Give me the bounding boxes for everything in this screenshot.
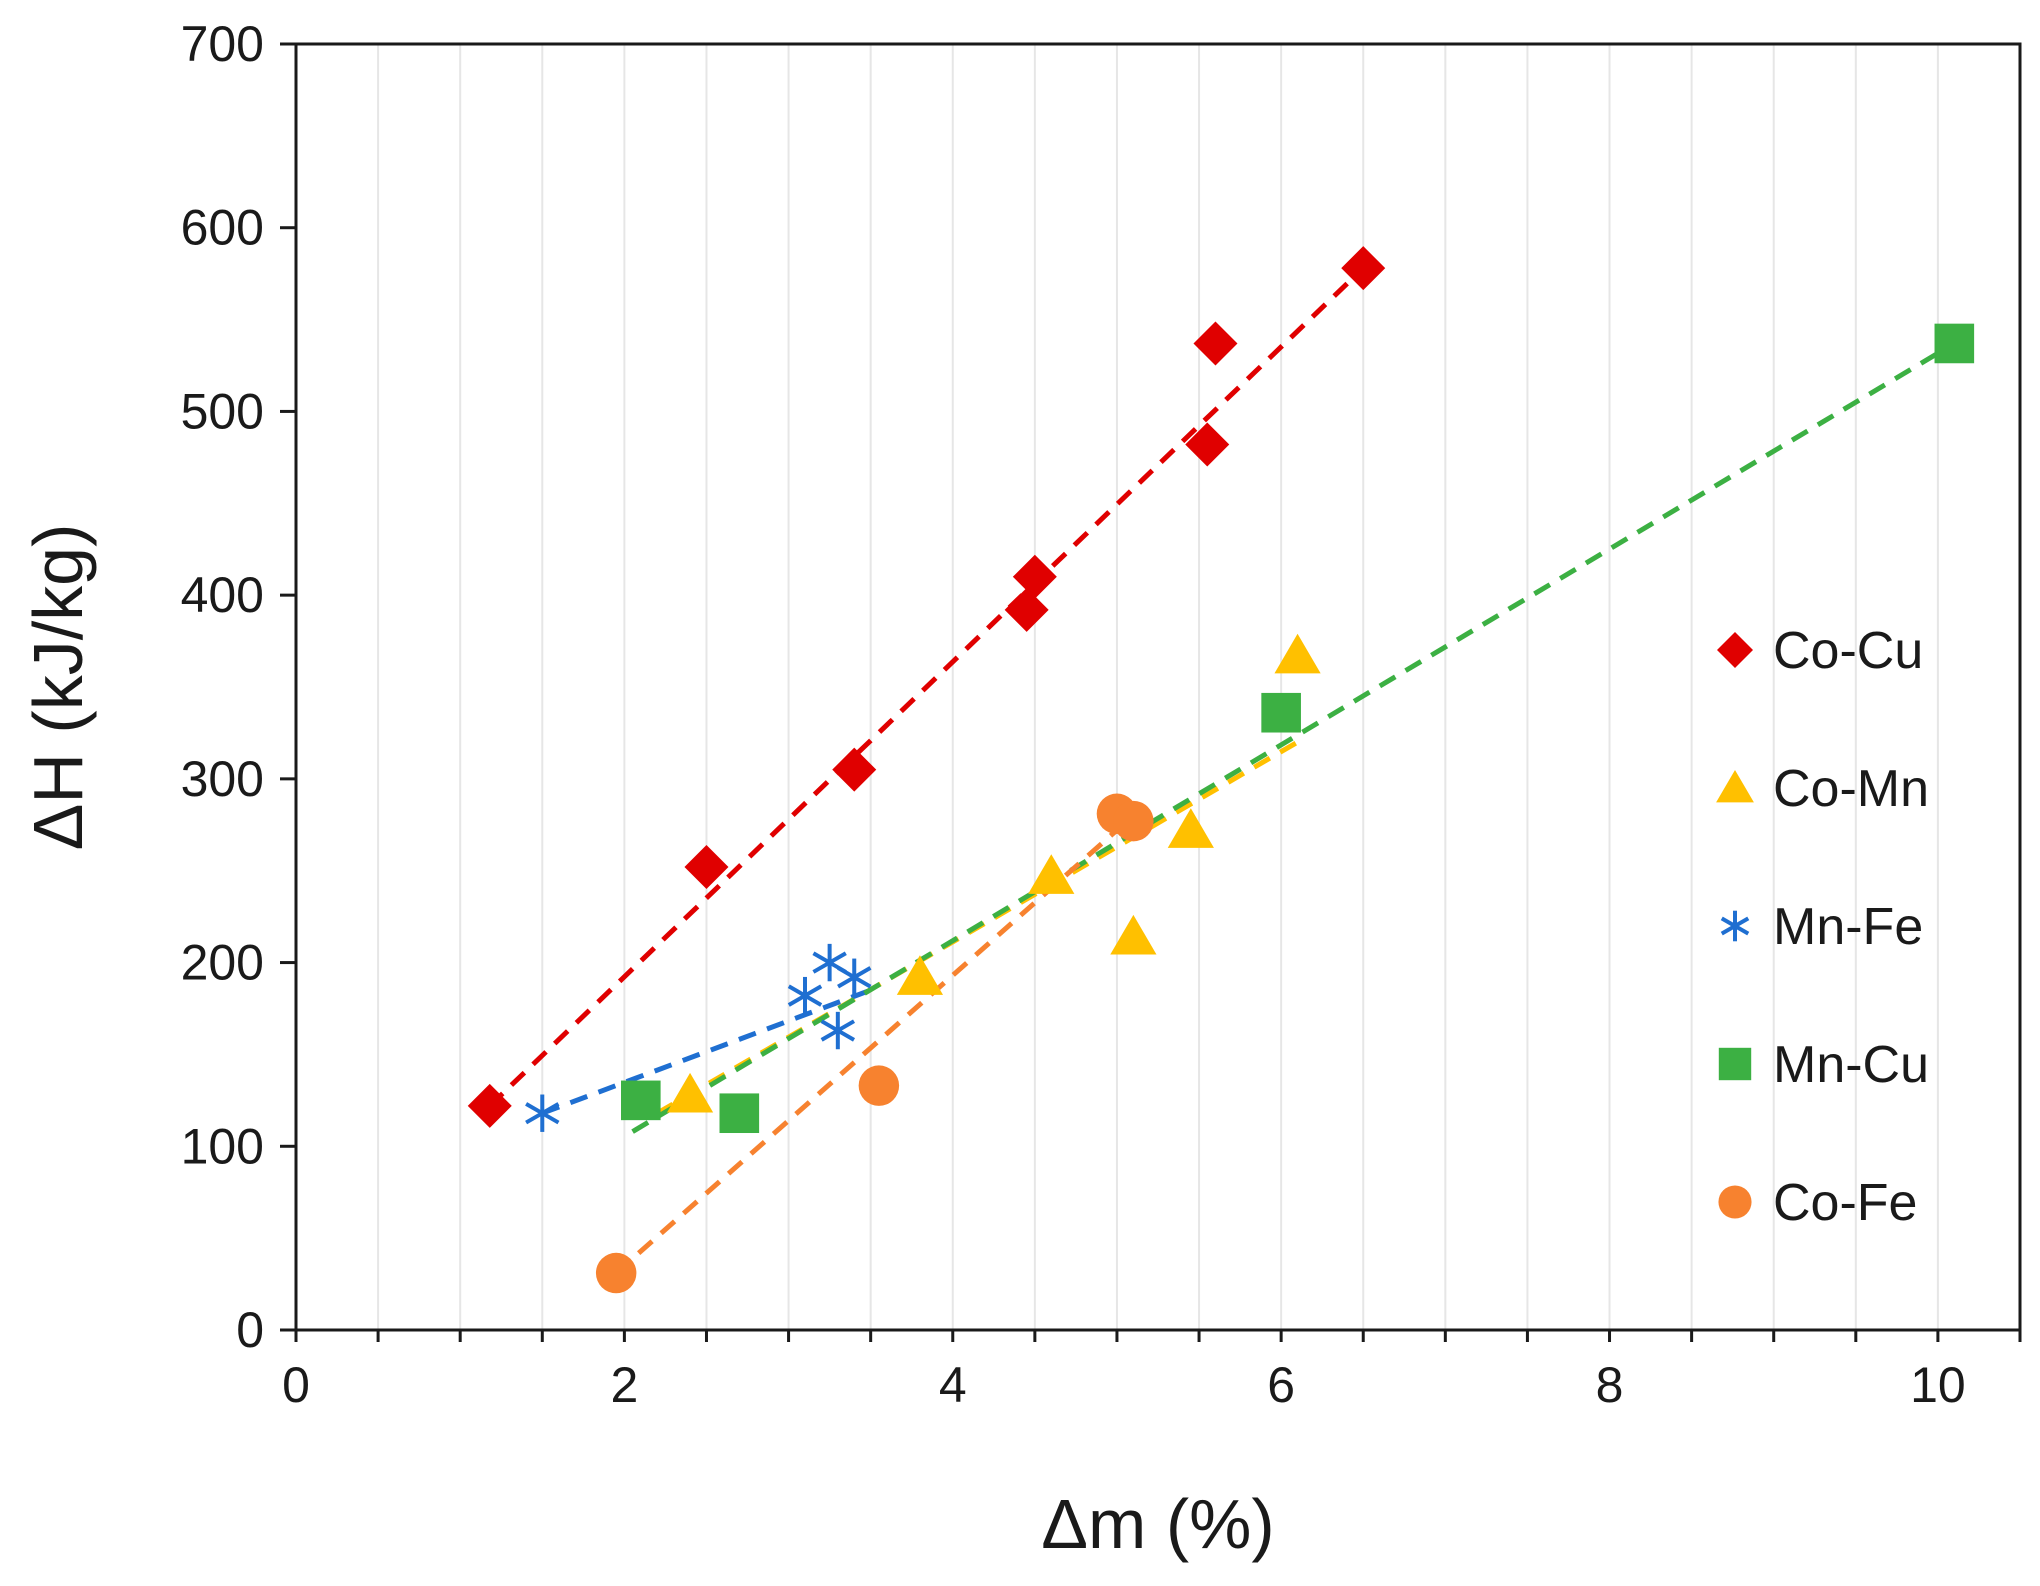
trendline-mn-cu — [631, 341, 1956, 1134]
point-co-fe — [858, 1065, 900, 1106]
point-mn-fe — [837, 958, 872, 996]
x-tick-label: 4 — [939, 1357, 967, 1413]
legend: Co-Cu Co-Mn Mn-Fe Mn-Cu Co-Fe — [1716, 622, 1929, 1232]
y-tick-label: 0 — [236, 1302, 264, 1358]
x-tick-label: 10 — [1910, 1357, 1966, 1413]
y-axis-title: ΔH (kJ/kg) — [19, 524, 97, 851]
legend-marker-mn-fe — [1720, 910, 1750, 942]
point-mn-fe — [812, 943, 847, 982]
point-co-cu — [832, 747, 877, 792]
legend-label: Co-Cu — [1773, 622, 1923, 680]
x-tick-label: 0 — [282, 1357, 310, 1413]
gridlines — [377, 44, 1939, 1330]
point-co-cu — [1012, 554, 1057, 599]
point-mn-cu — [1261, 692, 1301, 733]
point-co-cu — [1341, 246, 1386, 291]
point-co-cu — [684, 845, 729, 890]
point-co-cu — [467, 1083, 512, 1128]
point-co-fe — [1113, 800, 1154, 842]
point-co-mn — [1274, 633, 1321, 674]
trendline-co-cu — [488, 266, 1365, 1108]
legend-marker-mn-cu — [1718, 1047, 1752, 1081]
point-mn-fe — [525, 1094, 560, 1132]
legend-label: Co-Fe — [1773, 1174, 1917, 1232]
point-co-mn — [896, 955, 944, 995]
data-points — [467, 246, 1975, 1294]
y-tick-label: 400 — [181, 567, 264, 623]
legend-marker-co-fe — [1718, 1185, 1752, 1219]
trendlines — [488, 266, 1956, 1275]
point-co-mn — [1167, 808, 1214, 848]
point-mn-fe — [820, 1011, 856, 1050]
legend-marker-co-cu — [1717, 632, 1753, 668]
point-mn-fe — [787, 976, 823, 1015]
point-mn-cu — [719, 1093, 760, 1134]
legend-marker-co-mn — [1716, 770, 1754, 803]
y-tick-label: 200 — [181, 935, 264, 991]
legend-label: Mn-Cu — [1773, 1036, 1929, 1094]
point-co-cu — [1185, 422, 1230, 467]
y-tick-label: 600 — [181, 200, 264, 256]
x-tick-label: 6 — [1267, 1357, 1295, 1413]
y-tick-label: 700 — [181, 16, 264, 72]
point-co-fe — [595, 1252, 637, 1294]
point-mn-cu — [1934, 323, 1975, 364]
point-co-mn — [1110, 914, 1157, 955]
y-tick-label: 100 — [181, 1118, 264, 1174]
x-axis-title: Δm (%) — [1041, 1485, 1274, 1563]
point-co-cu — [1193, 321, 1238, 366]
point-mn-cu — [621, 1080, 661, 1121]
y-tick-label: 500 — [181, 383, 264, 439]
y-tick-label: 300 — [181, 751, 264, 807]
point-co-cu — [1004, 587, 1049, 632]
legend-label: Co-Mn — [1773, 760, 1929, 818]
legend-label: Mn-Fe — [1773, 898, 1923, 956]
x-tick-label: 8 — [1596, 1357, 1624, 1413]
point-co-mn — [666, 1072, 714, 1113]
x-tick-label: 2 — [610, 1357, 638, 1413]
point-co-mn — [1028, 854, 1075, 894]
plot-frame — [294, 42, 2022, 1332]
